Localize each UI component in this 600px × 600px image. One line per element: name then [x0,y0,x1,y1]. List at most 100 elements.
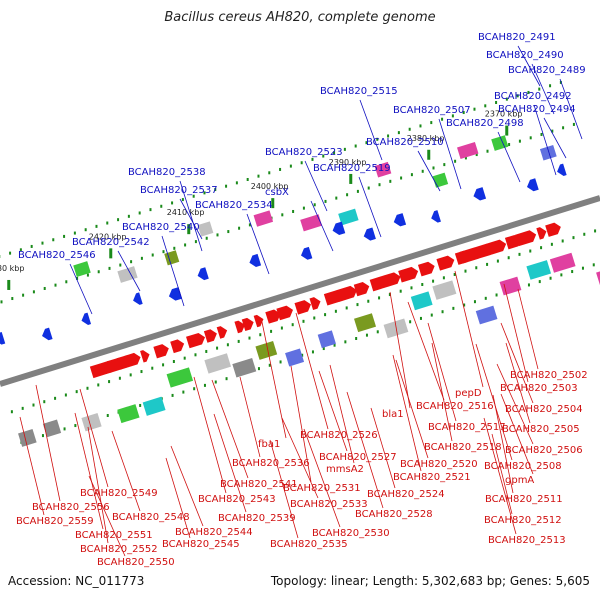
feature-block [317,330,336,349]
bottom-leader-line [492,394,514,494]
track-dot [538,280,541,284]
track-dot [345,306,348,310]
bottom-gene-label: BCAH820_2550 [97,557,175,568]
track-dot [486,149,489,153]
genome-summary-text: Topology: linear; Length: 5,302,683 bp; … [270,574,590,588]
bottom-gene-label: BCAH820_2544 [175,527,253,538]
forward-gene-arrow [253,314,264,328]
track-dot [30,244,33,248]
bottom-gene-label: BCAH820_2513 [488,535,566,546]
track-dot [313,203,316,207]
track-dot [333,151,336,155]
track-dot [214,380,217,384]
track-dot [11,297,14,301]
track-dot [592,263,595,267]
track-dot [410,173,413,177]
track-dot [462,111,465,115]
bottom-gene-label: BCAH820_2539 [218,513,296,524]
forward-gene-arrow [545,222,561,237]
track-dot [464,269,467,273]
reverse-gene-arrow [473,187,487,201]
tick-label: 2430 kbp [0,264,24,273]
track-dot [496,259,499,263]
bottom-gene-label: BCAH820_2516 [416,401,494,412]
bottom-gene-label: BCAH820_2511 [485,494,563,505]
track-dot [540,246,543,250]
track-dot [346,193,349,197]
track-dot [583,232,586,236]
top-gene-label: BCAH820_2492 [494,91,572,102]
bottom-leader-line [503,283,529,383]
track-dot [270,329,273,333]
track-dot [313,316,316,320]
track-dot [302,206,305,210]
track-dot [226,343,229,347]
track-dot [561,239,564,243]
forward-gene-arrow [203,329,217,343]
track-dot [151,253,154,257]
bottom-leader-line [407,301,445,401]
track-dot [106,414,109,418]
track-dot [106,221,109,225]
track-dot [279,167,282,171]
reverse-gene-arrow [42,327,53,341]
reverse-gene-arrow [526,178,539,192]
track-dot [140,370,143,374]
track-dot [214,188,217,192]
track-dot [238,226,241,230]
forward-gene-arrow [234,320,245,334]
feature-block [432,280,457,300]
tick-label: 2420 kbp [89,232,127,241]
reverse-gene-arrow [300,246,313,260]
track-dot [551,129,554,133]
feature-block [410,291,433,311]
track-dot [162,363,165,367]
bottom-leader-line [454,270,484,388]
reverse-gene-arrow [133,292,143,305]
feature-block [117,404,140,424]
track-dot [173,246,176,250]
track-dot [160,204,163,208]
track-dot [237,339,240,343]
track-dot [41,434,44,438]
top-gene-label: BCAH820_2537 [140,185,218,196]
track-dot [248,336,251,340]
bottom-gene-label: BCAH820_2543 [198,494,276,505]
feature-block [354,313,377,333]
feature-block [18,429,37,447]
track-dot [441,310,444,314]
forward-gene-arrow [276,305,294,321]
track-dot [225,184,228,188]
track-dot [257,174,260,178]
track-dot [86,386,89,390]
track-dot [171,393,174,397]
track-dot [193,387,196,391]
track-dot [65,280,68,284]
bottom-leader-line [88,475,126,557]
bottom-gene-label: BCAH820_2504 [505,404,583,415]
bottom-gene-label: BCAH820_2559 [16,516,94,527]
track-dot [300,161,303,165]
track-dot [344,340,347,344]
tick-mark [427,149,431,160]
track-dot [75,390,78,394]
track-dot [518,139,521,143]
track-dot [421,169,424,173]
bottom-gene-label: BCAH820_2533 [290,499,368,510]
track-dot [127,214,130,218]
feature-block [475,305,498,325]
track-dot [452,306,455,310]
bottom-leader-line [239,376,261,458]
top-gene-label: BCAH820_2510 [366,137,444,148]
track-dot [86,273,89,277]
feature-block [539,144,557,161]
top-gene-label: BCAH820_2491 [478,32,556,43]
tick-mark [349,173,353,184]
top-gene-label: BCAH820_2546 [18,250,96,261]
bottom-gene-label: BCAH820_2527 [319,452,397,463]
track-dot [441,117,444,121]
bottom-leader-line [111,430,141,512]
track-dot [32,403,35,407]
track-dot [354,144,357,148]
bottom-leader-line [269,439,299,539]
